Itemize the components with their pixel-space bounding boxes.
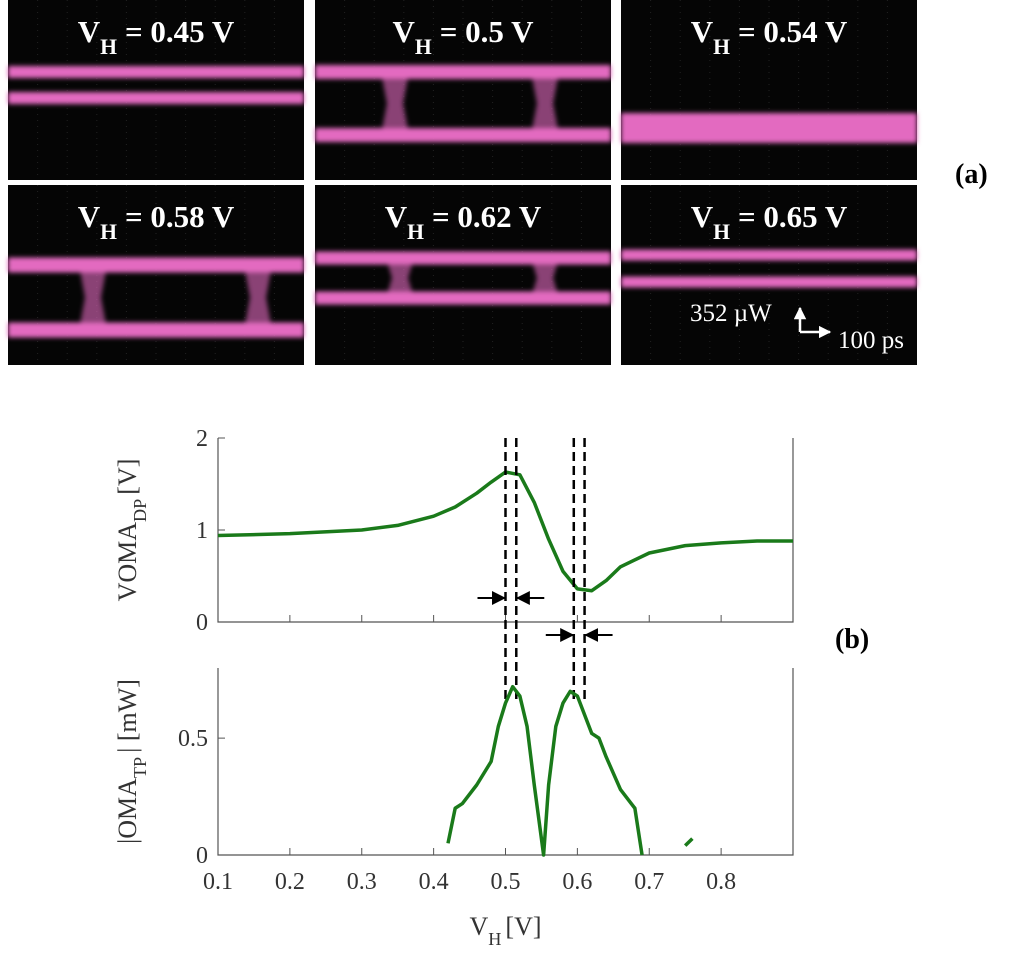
x-tick-label: 0.6 xyxy=(562,869,592,895)
label: |OMATP | [mW] xyxy=(113,679,150,844)
x-tick-label: 0.4 xyxy=(419,869,449,895)
label-sub: TP xyxy=(130,757,150,778)
label: VH = 0.45 V xyxy=(78,14,235,59)
label-rest: | [mW] xyxy=(113,679,142,753)
label-rest: = 0.58 V xyxy=(125,199,235,234)
eye-trace xyxy=(621,113,917,143)
y-tick-label: 2 xyxy=(196,426,208,452)
label-sub: DP xyxy=(130,499,150,522)
y-tick-label: 0.5 xyxy=(178,726,208,752)
y-tick-label: 0 xyxy=(196,610,208,636)
eye-band xyxy=(8,92,304,104)
x-tick-label: 0.1 xyxy=(203,869,233,895)
label-rest: = 0.54 V xyxy=(738,14,848,49)
eye-panel: VH = 0.58 V xyxy=(8,185,304,365)
label-sub: H xyxy=(713,220,730,244)
label-main: V xyxy=(392,14,415,49)
eye-panel: VH = 0.5 V xyxy=(315,0,611,180)
label-sub: H xyxy=(713,35,730,59)
label-main: |OMA xyxy=(113,778,142,844)
eye-panel: VH = 0.62 V xyxy=(315,185,611,365)
eye-panel: VH = 0.65 V xyxy=(621,185,917,365)
x-tick-label: 0.3 xyxy=(347,869,377,895)
panel-label: (a) xyxy=(955,159,988,190)
label-main: V xyxy=(78,14,101,49)
scale-time: 100 ps xyxy=(838,327,904,354)
eye-crossing xyxy=(381,72,409,135)
label-main: VOMA xyxy=(113,522,142,602)
data-line xyxy=(446,684,644,857)
eye-crossing xyxy=(79,265,107,330)
label: VH = 0.54 V xyxy=(691,14,848,59)
label-main: V xyxy=(691,14,714,49)
label-rest: = 0.5 V xyxy=(440,14,534,49)
label-rest: [V] xyxy=(505,912,541,941)
label: VH = 0.62 V xyxy=(385,199,542,244)
eye-band xyxy=(315,251,611,265)
eye-band xyxy=(315,291,611,305)
label-rest: = 0.45 V xyxy=(125,14,235,49)
label-sub: H xyxy=(488,929,501,949)
label: VH [V] xyxy=(469,912,541,949)
eye-trace xyxy=(8,257,304,338)
label-sub: H xyxy=(415,35,432,59)
label-sub: H xyxy=(100,35,117,59)
x-tick-label: 0.2 xyxy=(275,869,305,895)
eye-band xyxy=(621,276,917,288)
scale-power: 352 µW xyxy=(690,300,772,327)
eye-panel: VH = 0.45 V xyxy=(8,0,304,180)
eye-band xyxy=(315,65,611,79)
eye-crossing xyxy=(386,258,414,298)
data-line xyxy=(683,837,694,847)
label-sub: H xyxy=(407,220,424,244)
y-tick-label: 0 xyxy=(196,843,208,869)
eye-band xyxy=(315,128,611,142)
x-tick-label: 0.5 xyxy=(491,869,521,895)
eye-band xyxy=(621,113,917,143)
x-tick-label: 0.7 xyxy=(634,869,664,895)
label-main: V xyxy=(691,199,714,234)
label: VH = 0.58 V xyxy=(78,199,235,244)
label-rest: = 0.62 V xyxy=(432,199,542,234)
x-tick-label: 0.8 xyxy=(706,869,736,895)
eye-crossing xyxy=(244,265,272,330)
eye-crossing xyxy=(531,72,559,135)
eye-panel: VH = 0.54 V xyxy=(621,0,917,180)
y-tick-label: 1 xyxy=(196,518,208,544)
label-sub: H xyxy=(100,220,117,244)
eye-trace xyxy=(8,66,304,104)
eye-trace xyxy=(315,251,611,305)
label: VH = 0.65 V xyxy=(691,199,848,244)
label-rest: = 0.65 V xyxy=(738,199,848,234)
label-main: V xyxy=(78,199,101,234)
eye-trace xyxy=(315,65,611,142)
label-main: V xyxy=(469,912,488,941)
label-main: V xyxy=(385,199,408,234)
label-rest: [V] xyxy=(113,459,142,495)
eye-band xyxy=(621,249,917,261)
label: VOMADP [V] xyxy=(113,459,150,602)
eye-trace xyxy=(621,249,917,288)
data-line xyxy=(217,470,793,593)
eye-band xyxy=(8,66,304,78)
eye-crossing xyxy=(531,258,559,298)
panel-label: (b) xyxy=(835,624,869,655)
label: VH = 0.5 V xyxy=(392,14,534,59)
